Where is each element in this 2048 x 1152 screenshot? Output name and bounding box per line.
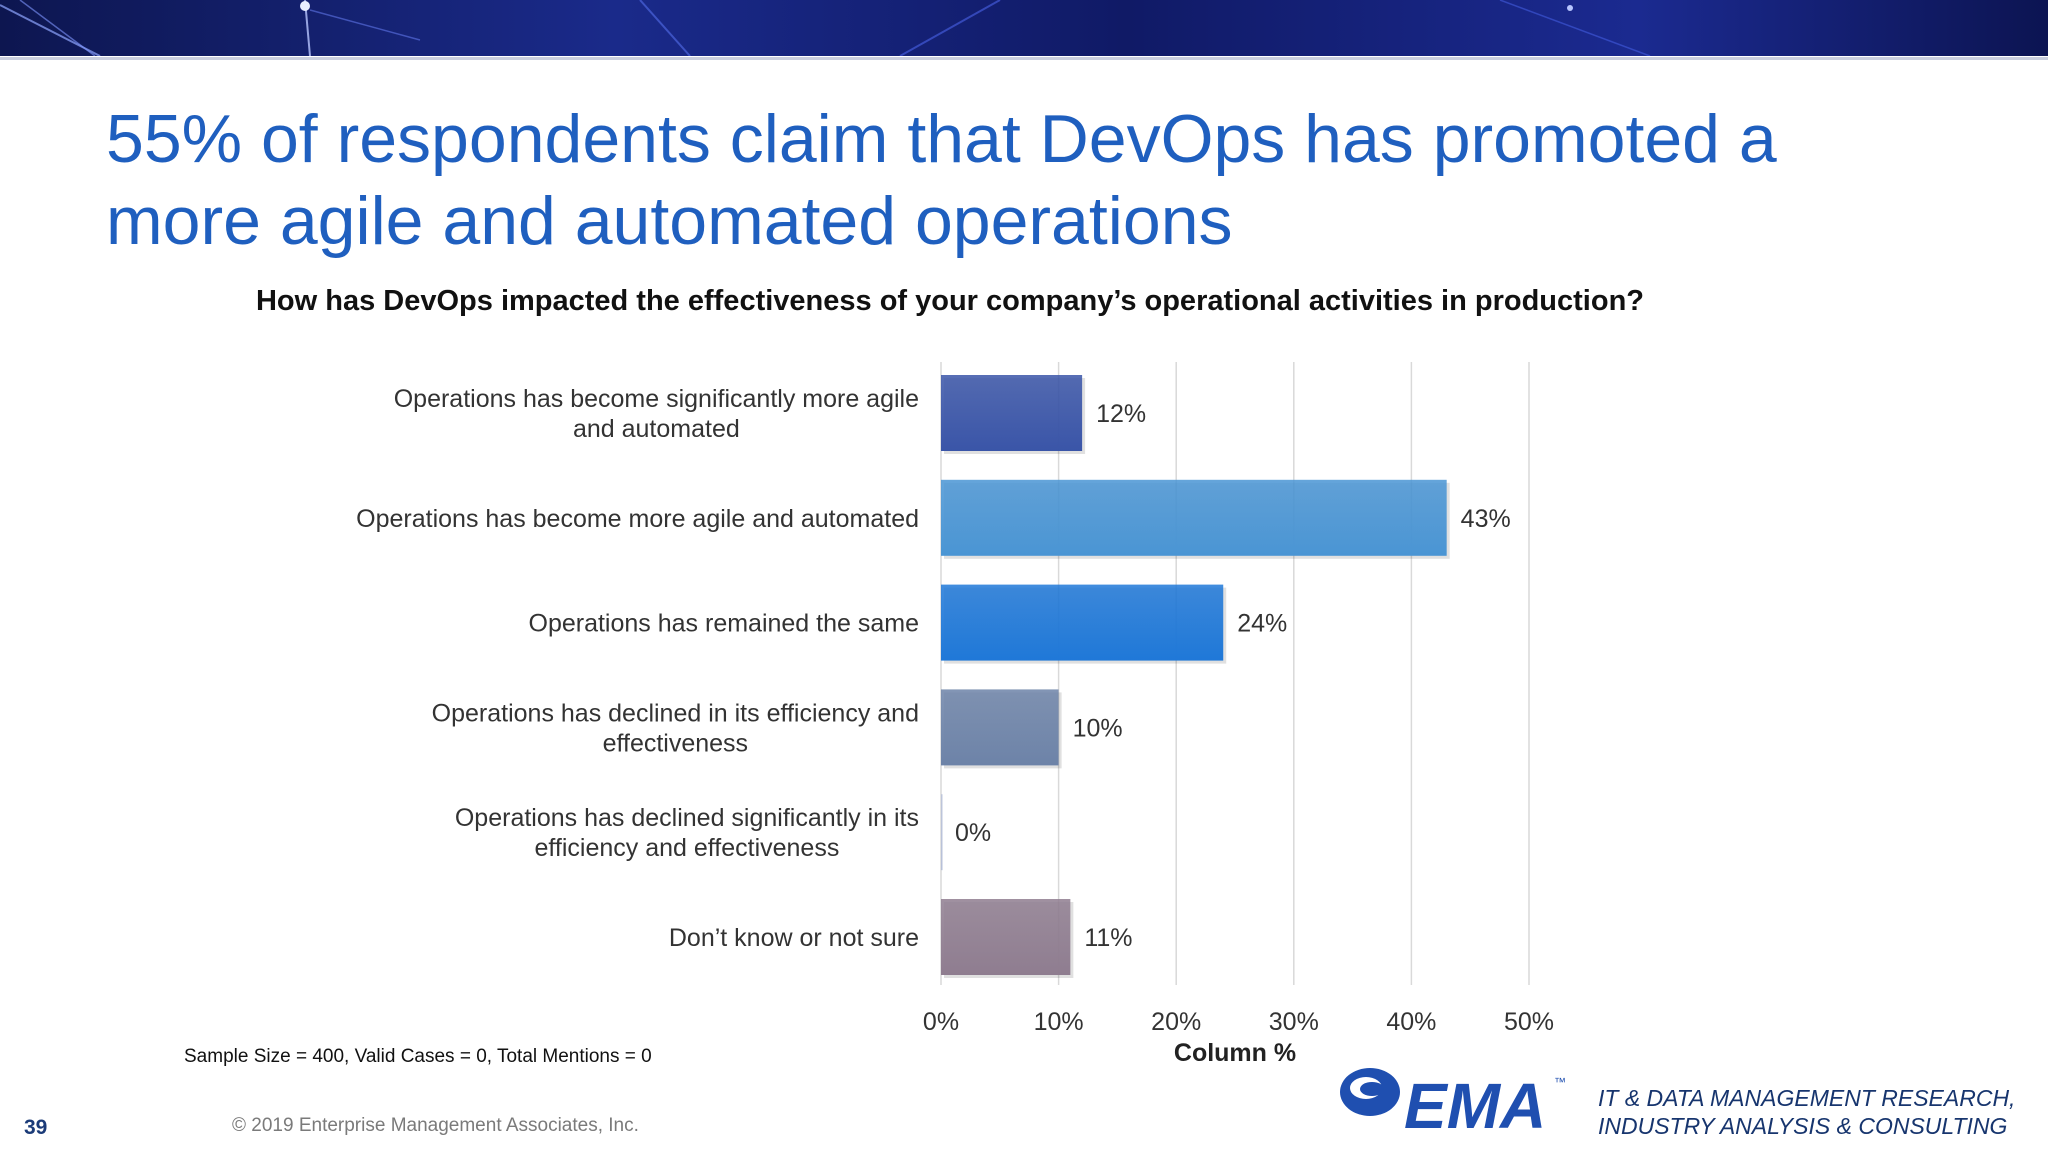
header-banner: [0, 0, 2048, 56]
x-tick-label: 50%: [1504, 1008, 1554, 1036]
data-labels: 12% 43% 24% 10% 0% 11%: [955, 400, 1511, 952]
x-tick-label: 20%: [1151, 1008, 1201, 1036]
bar: [941, 899, 1071, 975]
x-tick-label: 0%: [923, 1008, 959, 1036]
bar-value-label: 12%: [1096, 400, 1146, 428]
bar-value-label: 0%: [955, 819, 991, 847]
ema-logo-trademark: ™: [1554, 1075, 1566, 1089]
x-tick-label: 10%: [1034, 1008, 1084, 1036]
sample-size-note: Sample Size = 400, Valid Cases = 0, Tota…: [184, 1046, 652, 1067]
category-label: Operations has become more agile and aut…: [356, 505, 919, 533]
bar-value-label: 43%: [1461, 505, 1511, 533]
bar: [941, 584, 1224, 661]
x-axis-ticks: 0% 10% 20% 30% 40% 50%: [923, 1008, 1554, 1036]
bar: [941, 375, 1083, 451]
x-tick-label: 30%: [1269, 1008, 1319, 1036]
category-labels: Operations has become significantly more…: [356, 385, 919, 952]
x-tick-label: 40%: [1386, 1008, 1436, 1036]
ema-logo: EMA ™: [1340, 1068, 1566, 1138]
category-label: Operations has become significantly more…: [394, 385, 919, 443]
tagline-line-1: IT & DATA MANAGEMENT RESEARCH,: [1598, 1085, 2016, 1111]
copyright-notice: © 2019 Enterprise Management Associates,…: [232, 1115, 639, 1136]
bar: [941, 479, 1447, 556]
ema-tagline: IT & DATA MANAGEMENT RESEARCH, INDUSTRY …: [1598, 1084, 2015, 1140]
bars: [941, 375, 1450, 978]
x-axis-title: Column %: [1174, 1039, 1296, 1067]
ema-logo-text: EMA: [1404, 1070, 1546, 1138]
category-label: Don’t know or not sure: [669, 924, 919, 952]
category-label: Operations has declined significantly in…: [455, 804, 919, 862]
bar: [941, 689, 1059, 766]
category-label: Operations has remained the same: [529, 610, 920, 638]
tagline-line-2: INDUSTRY ANALYSIS & CONSULTING: [1598, 1113, 2008, 1139]
chart-question: How has DevOps impacted the effectivenes…: [255, 285, 1645, 317]
slide-number: 39: [24, 1116, 48, 1139]
banner-divider: [0, 57, 2048, 60]
bar-value-label: 10%: [1073, 714, 1123, 742]
network-lines-decoration: [0, 0, 1651, 56]
slide-title: 55% of respondents claim that DevOps has…: [106, 101, 1777, 259]
bar: [941, 794, 943, 871]
grid-lines: [940, 362, 1530, 985]
bar-value-label: 11%: [1084, 924, 1132, 952]
category-label: Operations has declined in its efficienc…: [432, 699, 919, 757]
bar-value-label: 24%: [1237, 610, 1287, 638]
